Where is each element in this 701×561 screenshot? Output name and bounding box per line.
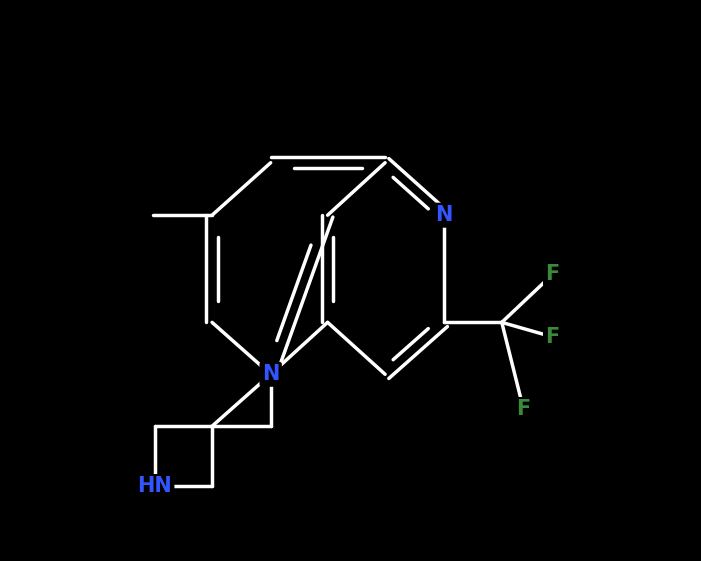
Text: F: F	[545, 264, 559, 284]
Text: HN: HN	[137, 476, 172, 496]
Text: N: N	[435, 205, 452, 225]
Text: F: F	[517, 399, 531, 420]
Text: N: N	[262, 364, 280, 384]
Text: F: F	[545, 327, 559, 347]
